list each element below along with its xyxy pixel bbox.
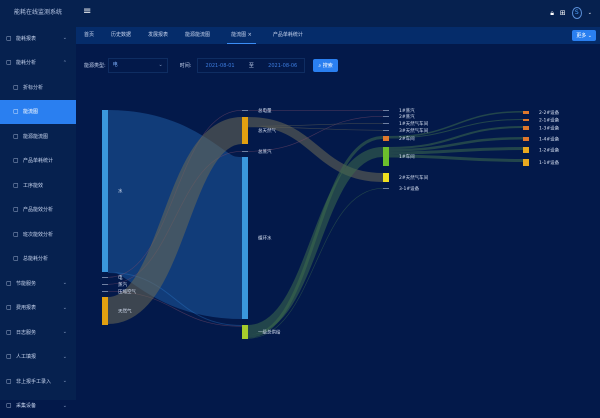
sankey-node[interactable] — [383, 147, 389, 166]
sankey-node-label: 水 — [118, 188, 123, 195]
sankey-node-label: 1#蒸汽 — [399, 107, 415, 114]
sankey-node[interactable] — [383, 188, 389, 189]
gear-icon: ▢ — [6, 402, 13, 409]
sankey-node[interactable] — [523, 119, 529, 121]
sankey-node[interactable] — [523, 147, 529, 153]
sankey-node[interactable] — [242, 151, 248, 152]
sankey-node[interactable] — [523, 159, 529, 166]
sankey-node-label: 2#天然气车间 — [399, 174, 429, 181]
sankey-node-label: 2#蒸汽 — [399, 113, 415, 120]
sankey-node-label: 1#天然气车间 — [399, 120, 429, 127]
sankey-node[interactable] — [102, 277, 108, 278]
sankey-node[interactable] — [242, 157, 248, 319]
sankey-node-label: 3-1#设备 — [399, 185, 420, 192]
sankey-node-label: 2#车间 — [399, 135, 415, 142]
sankey-node-label: 循环水 — [258, 235, 272, 242]
sankey-node-label: 蒸汽 — [118, 281, 127, 288]
sankey-node[interactable] — [102, 284, 108, 285]
sankey-node[interactable] — [242, 110, 248, 111]
sankey-node-label: 1-4#设备 — [539, 136, 560, 143]
sankey-node[interactable] — [383, 136, 389, 141]
sankey-node-label: 1#车间 — [399, 153, 415, 160]
sankey-node[interactable] — [102, 297, 108, 325]
sankey-node-label: 电 — [118, 274, 123, 281]
sankey-node-label: 一级总供给 — [258, 329, 281, 336]
sankey-node[interactable] — [242, 117, 248, 144]
sankey-node-label: 2-1#设备 — [539, 117, 560, 124]
sankey-node[interactable] — [523, 137, 529, 141]
sankey-node[interactable] — [102, 291, 108, 292]
sankey-node[interactable] — [383, 110, 389, 111]
sankey-node-label: 压缩空气 — [118, 288, 136, 295]
sankey-node[interactable] — [242, 325, 248, 339]
sankey-node[interactable] — [523, 126, 529, 130]
sankey-node-label: 总天然气 — [258, 127, 276, 134]
sankey-link[interactable] — [248, 188, 383, 338]
sankey-node[interactable] — [523, 111, 529, 114]
sankey-node-label: 2-2#设备 — [539, 109, 560, 116]
sankey-node[interactable] — [102, 110, 108, 272]
sidebar-item-label: 采集设备 — [16, 402, 36, 409]
chevron-icon: ⌄ — [63, 403, 67, 409]
sankey-node[interactable] — [383, 123, 389, 124]
sankey-node-label: 1-1#设备 — [539, 159, 560, 166]
sankey-node-label: 1-3#设备 — [539, 125, 560, 132]
sankey-node-label: 天然气 — [118, 308, 132, 315]
sankey-node[interactable] — [383, 116, 389, 117]
sankey-node[interactable] — [383, 173, 389, 182]
sankey-node[interactable] — [383, 130, 389, 131]
sankey-node-label: 3#天然气车间 — [399, 127, 429, 134]
sankey-node-label: 1-2#设备 — [539, 147, 560, 154]
sankey-node-label: 总蒸汽 — [258, 148, 272, 155]
sankey-node-label: 总电量 — [258, 107, 272, 114]
